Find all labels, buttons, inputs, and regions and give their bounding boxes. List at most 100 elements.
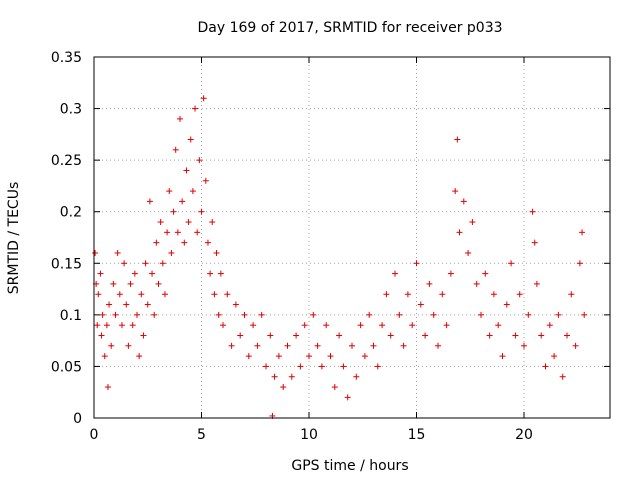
data-point	[301, 322, 308, 329]
data-point	[138, 291, 145, 298]
data-point	[297, 363, 304, 370]
data-points	[92, 95, 588, 419]
y-tick-label: 0.15	[51, 256, 82, 272]
data-point	[404, 291, 411, 298]
data-point	[490, 291, 497, 298]
data-point	[94, 322, 101, 329]
data-point	[331, 384, 338, 391]
data-point	[443, 322, 450, 329]
data-point	[114, 249, 121, 256]
data-point	[187, 136, 194, 143]
data-point	[357, 322, 364, 329]
data-point	[232, 301, 239, 308]
data-point	[284, 342, 291, 349]
data-point	[422, 332, 429, 339]
data-point	[314, 342, 321, 349]
data-point	[183, 167, 190, 174]
data-point	[215, 311, 222, 318]
data-point	[349, 342, 355, 349]
y-tick-label: 0	[73, 411, 82, 427]
data-point	[254, 342, 261, 349]
data-point	[166, 188, 173, 195]
data-point	[101, 353, 108, 360]
data-point	[576, 260, 583, 267]
y-tick-label: 0.35	[51, 50, 82, 66]
data-point	[136, 353, 143, 360]
data-point	[452, 188, 459, 195]
data-point	[456, 229, 463, 236]
data-point	[521, 342, 527, 349]
data-point	[546, 322, 553, 329]
data-point	[383, 291, 390, 298]
data-point	[118, 322, 125, 329]
data-point	[336, 332, 343, 339]
data-point	[508, 260, 515, 267]
x-tick-label: 10	[300, 427, 318, 443]
data-point	[161, 291, 168, 298]
data-point	[174, 229, 181, 236]
data-point	[250, 322, 257, 329]
plot-frame	[93, 56, 611, 419]
data-point	[469, 219, 476, 226]
x-tick-label: 0	[90, 427, 99, 443]
data-point	[202, 177, 209, 184]
data-point	[103, 322, 110, 329]
data-point	[92, 249, 99, 256]
data-point	[473, 280, 480, 287]
data-point	[209, 219, 216, 226]
data-point	[392, 270, 398, 277]
data-point	[366, 311, 373, 318]
data-point	[217, 270, 224, 277]
data-point	[564, 332, 570, 339]
data-point	[213, 249, 220, 256]
data-point	[512, 332, 519, 339]
data-point	[275, 353, 282, 360]
data-point	[224, 291, 231, 298]
data-point	[447, 270, 454, 277]
data-point	[460, 198, 467, 205]
data-point	[344, 394, 351, 401]
x-tick-label: 20	[515, 427, 533, 443]
data-point	[551, 353, 558, 360]
data-point	[172, 146, 179, 153]
data-point	[374, 363, 381, 370]
data-point	[142, 260, 149, 267]
data-point	[340, 363, 347, 370]
data-point	[129, 322, 136, 329]
data-point	[465, 249, 472, 256]
data-point	[482, 270, 489, 277]
data-point	[516, 291, 523, 298]
data-point	[220, 322, 226, 329]
grid-lines	[94, 57, 610, 418]
y-axis-label: SRMTID / TECUs	[6, 182, 22, 295]
y-tick-label: 0.25	[51, 153, 82, 169]
data-point	[486, 332, 493, 339]
y-tick-label: 0.1	[60, 308, 82, 324]
data-point	[116, 291, 123, 298]
data-point	[525, 311, 532, 318]
data-point	[293, 332, 300, 339]
data-point	[198, 208, 205, 215]
data-point	[123, 301, 130, 308]
data-point	[200, 95, 207, 102]
data-point	[310, 311, 317, 318]
data-point	[288, 373, 295, 380]
data-point	[241, 311, 248, 318]
data-point	[413, 260, 420, 267]
data-point	[155, 280, 162, 287]
data-point	[140, 332, 147, 339]
data-point	[98, 332, 105, 339]
data-point	[318, 363, 325, 370]
data-point	[439, 291, 446, 298]
data-point	[396, 311, 403, 318]
data-point	[280, 384, 287, 391]
data-point	[134, 311, 140, 318]
data-point	[106, 301, 113, 308]
data-point	[159, 260, 166, 267]
data-point	[409, 322, 416, 329]
data-point	[568, 291, 575, 298]
data-point	[327, 353, 334, 360]
data-point	[555, 311, 562, 318]
data-point	[179, 198, 186, 205]
